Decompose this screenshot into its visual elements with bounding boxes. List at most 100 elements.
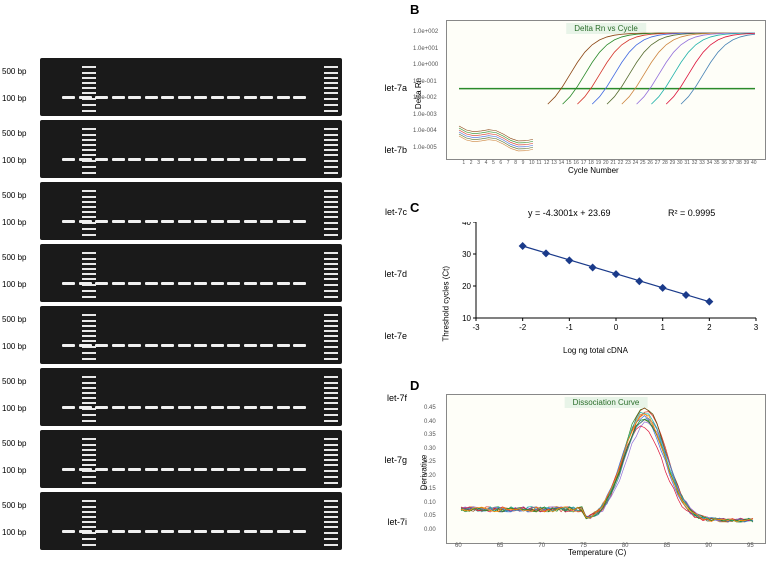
- gel-row: 500 bp100 bplet-7d: [2, 244, 372, 302]
- gel-band: [79, 96, 92, 99]
- gel-band: [244, 96, 257, 99]
- bp-label-500: 500 bp: [2, 191, 26, 200]
- gel-name: let-7g: [384, 455, 407, 465]
- gel-row: 500 bp100 bplet-7a: [2, 58, 372, 116]
- gel-band: [227, 158, 240, 161]
- gel-band: [293, 468, 306, 471]
- svg-text:-1: -1: [566, 323, 574, 332]
- gel-band: [62, 282, 75, 285]
- gel-band: [211, 530, 224, 533]
- chart-d-svg: [447, 395, 767, 545]
- gel-name: let-7c: [385, 207, 407, 217]
- ladder-left: [82, 58, 96, 116]
- gel-band: [227, 220, 240, 223]
- gel-container: Testis-P7Testis-P14Testis-P21Testis-adul…: [2, 58, 372, 550]
- gel-image: [40, 492, 342, 550]
- svg-text:1: 1: [660, 323, 665, 332]
- gel-band: [194, 96, 207, 99]
- gel-image: [40, 368, 342, 426]
- panel-b-qpcr: Delta Rn vs Cycle Delta Rn Cycle Number …: [408, 4, 770, 179]
- gel-image: [40, 430, 342, 488]
- gel-band: [211, 468, 224, 471]
- gel-band: [145, 530, 158, 533]
- gel-band: [95, 406, 108, 409]
- gel-band: [194, 468, 207, 471]
- gel-name: let-7f: [387, 393, 407, 403]
- svg-text:-3: -3: [472, 323, 480, 332]
- bp-label-100: 100 bp: [2, 94, 26, 103]
- gel-band: [112, 468, 125, 471]
- ladder-right: [324, 368, 338, 426]
- gel-band: [277, 220, 290, 223]
- gel-band: [227, 468, 240, 471]
- gel-band: [277, 158, 290, 161]
- gel-band: [293, 220, 306, 223]
- gel-band: [145, 158, 158, 161]
- gel-band: [277, 468, 290, 471]
- gel-row: 500 bp100 bplet-7f: [2, 368, 372, 426]
- gel-band: [161, 406, 174, 409]
- gel-band: [79, 220, 92, 223]
- gel-band: [277, 282, 290, 285]
- gel-band: [244, 530, 257, 533]
- gel-band: [244, 406, 257, 409]
- bp-label-100: 100 bp: [2, 156, 26, 165]
- gel-band: [62, 96, 75, 99]
- chart-d-xlabel: Temperature (C): [568, 548, 626, 557]
- gel-band: [62, 406, 75, 409]
- gel-band: [178, 406, 191, 409]
- gel-band: [62, 530, 75, 533]
- gel-band: [178, 158, 191, 161]
- gel-band: [62, 344, 75, 347]
- ladder-left: [82, 492, 96, 550]
- gel-band: [128, 220, 141, 223]
- gel-band: [62, 158, 75, 161]
- gel-row: 500 bp100 bplet-7e: [2, 306, 372, 364]
- bp-label-500: 500 bp: [2, 501, 26, 510]
- svg-text:0: 0: [614, 323, 619, 332]
- gel-name: let-7b: [384, 145, 407, 155]
- r-squared-text: R² = 0.9995: [668, 208, 715, 218]
- chart-b-svg: [447, 21, 767, 161]
- gel-band: [277, 530, 290, 533]
- gel-band: [211, 220, 224, 223]
- gel-band: [293, 282, 306, 285]
- gel-band: [260, 530, 273, 533]
- gel-band: [145, 344, 158, 347]
- gel-band: [145, 282, 158, 285]
- gel-band: [211, 406, 224, 409]
- bp-label-500: 500 bp: [2, 67, 26, 76]
- gel-band: [293, 158, 306, 161]
- gel-band: [128, 530, 141, 533]
- gel-image: [40, 306, 342, 364]
- gel-band: [161, 344, 174, 347]
- gel-band: [79, 406, 92, 409]
- gel-band: [79, 468, 92, 471]
- gel-band: [260, 344, 273, 347]
- gel-band: [260, 158, 273, 161]
- gel-band: [112, 344, 125, 347]
- gel-band: [260, 468, 273, 471]
- ladder-left: [82, 430, 96, 488]
- chart-c-svg: -3-2-1012310203040: [456, 222, 766, 342]
- gel-band: [194, 344, 207, 347]
- ladder-left: [82, 368, 96, 426]
- gel-band: [211, 282, 224, 285]
- gel-band: [227, 344, 240, 347]
- gel-band: [178, 282, 191, 285]
- ladder-left: [82, 306, 96, 364]
- ladder-right: [324, 244, 338, 302]
- svg-text:30: 30: [462, 250, 471, 259]
- gel-band: [161, 220, 174, 223]
- gel-band: [95, 220, 108, 223]
- ladder-left: [82, 244, 96, 302]
- gel-band: [145, 220, 158, 223]
- gel-band: [194, 158, 207, 161]
- gel-band: [178, 96, 191, 99]
- gel-band: [128, 282, 141, 285]
- bp-label-100: 100 bp: [2, 342, 26, 351]
- gel-band: [178, 468, 191, 471]
- gel-band: [95, 344, 108, 347]
- gel-band: [95, 158, 108, 161]
- gel-band: [277, 96, 290, 99]
